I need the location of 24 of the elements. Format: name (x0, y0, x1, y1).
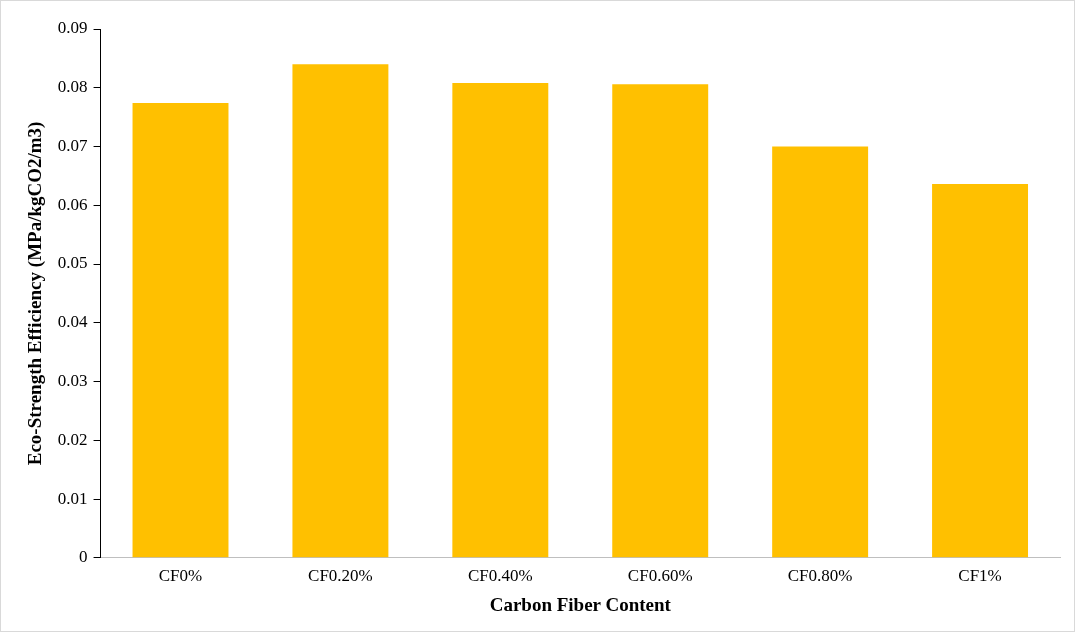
bar (292, 64, 389, 558)
x-tick-label: CF0.40% (467, 566, 533, 586)
bar (772, 146, 869, 558)
y-tick-label: 0.09 (57, 18, 88, 38)
y-tick-label: 0 (79, 547, 88, 567)
x-axis-title: Carbon Fiber Content (489, 593, 672, 615)
bar (612, 84, 709, 558)
y-tick-label: 0.03 (57, 371, 88, 390)
y-tick-label: 0.08 (57, 77, 88, 97)
x-tick-label: CF0.80% (787, 566, 853, 586)
y-tick-label: 0.06 (57, 194, 88, 214)
bar (932, 184, 1029, 558)
x-tick-label: CF0.60% (627, 566, 693, 586)
x-tick-label: CF0% (158, 566, 203, 586)
y-tick-label: 0.02 (57, 429, 88, 449)
y-tick-label: 0.01 (57, 488, 88, 508)
bar (132, 103, 229, 558)
y-tick-label: 0.04 (57, 312, 89, 332)
y-tick-label: 0.05 (57, 253, 88, 273)
y-axis-title: Eco-Strength Efficiency (MPa/kgCO2/m3) (24, 121, 47, 466)
x-tick-label: CF1% (958, 566, 1002, 586)
x-tick-label: CF0.20% (308, 566, 373, 586)
y-tick-label: 0.07 (57, 135, 89, 155)
bar (452, 83, 549, 558)
